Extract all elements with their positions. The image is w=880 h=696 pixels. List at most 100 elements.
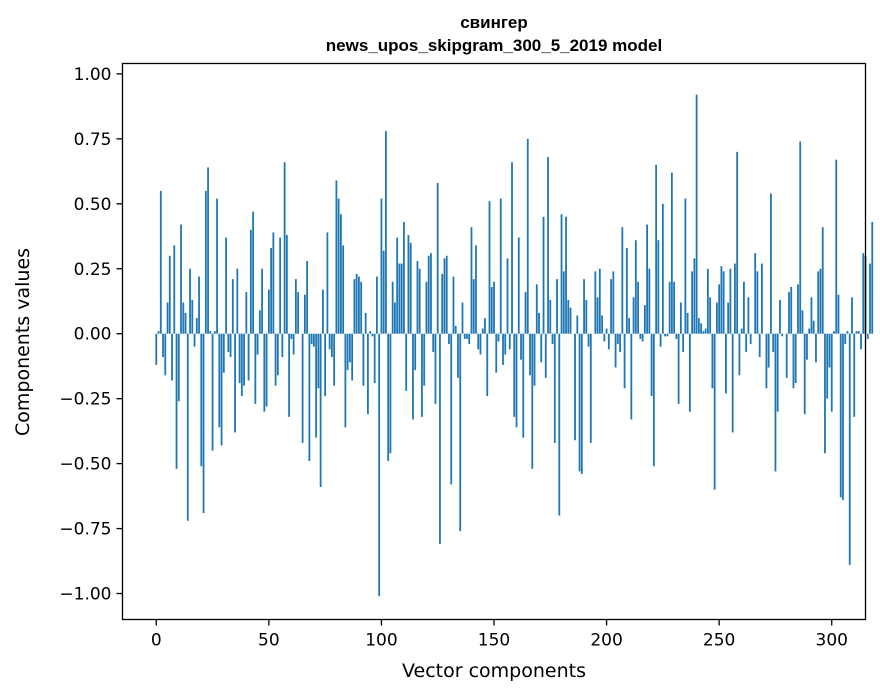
bar-component-216	[641, 333, 644, 342]
bar-component-59	[288, 333, 291, 417]
bar-component-127	[441, 273, 444, 334]
bar-component-176	[551, 333, 554, 345]
bar-component-268	[758, 333, 761, 358]
bar-component-165	[526, 138, 529, 334]
bar-component-73	[319, 333, 322, 487]
x-axis-ticks: 0 50 100 150 200 250 300	[151, 619, 848, 651]
bar-component-50	[267, 289, 270, 334]
bar-component-78	[330, 333, 333, 358]
bar-component-100	[380, 198, 383, 334]
bar-component-31	[225, 237, 227, 334]
bar-component-222	[655, 164, 658, 334]
bar-component-202	[610, 279, 612, 334]
bar-component-67	[306, 260, 309, 334]
bar-component-275	[774, 333, 777, 472]
bar-component-304	[839, 333, 842, 498]
bar-component-47	[261, 268, 263, 334]
bar-component-254	[727, 302, 730, 334]
bar-component-105	[391, 281, 394, 334]
bar-component-28	[218, 333, 221, 428]
y-tick-label: −1.00	[59, 585, 111, 605]
bar-component-6	[168, 255, 171, 334]
bar-component-20	[200, 333, 203, 467]
bar-component-87	[351, 333, 354, 381]
bar-component-209	[625, 247, 628, 334]
bar-component-217	[643, 305, 646, 334]
bar-component-189	[580, 333, 583, 475]
bar-component-158	[511, 162, 513, 334]
bar-component-69	[310, 333, 313, 345]
bar-component-132	[452, 276, 455, 334]
bar-component-314	[862, 253, 865, 334]
bar-component-19	[198, 276, 200, 334]
y-tick-label: 0.75	[74, 130, 112, 150]
bar-component-280	[785, 333, 788, 378]
bar-component-0	[155, 333, 158, 365]
bar-component-148	[488, 201, 491, 334]
y-tick-label: 0.50	[74, 195, 112, 215]
bar-component-208	[623, 333, 626, 389]
bar-component-264	[749, 333, 752, 345]
bar-component-211	[630, 333, 633, 420]
bar-component-33	[229, 333, 232, 358]
bar-component-191	[585, 299, 588, 334]
bar-component-83	[342, 245, 345, 334]
bar-component-81	[337, 198, 340, 334]
x-tick-label: 200	[590, 631, 622, 651]
bar-component-296	[821, 227, 824, 334]
y-axis-label: Components values	[12, 248, 34, 436]
bar-component-167	[531, 333, 534, 469]
bar-component-263	[747, 297, 750, 334]
bar-component-77	[328, 333, 331, 350]
bar-component-135	[459, 333, 462, 532]
bar-component-9	[175, 333, 178, 469]
bar-component-107	[396, 237, 399, 334]
bar-component-215	[639, 333, 642, 339]
bar-component-162	[520, 333, 522, 360]
bar-component-117	[418, 268, 421, 334]
x-tick-label: 250	[703, 631, 735, 651]
bar-component-262	[745, 333, 748, 352]
bar-component-12	[182, 302, 185, 334]
bar-component-111	[405, 333, 408, 391]
bar-component-224	[659, 333, 662, 347]
bar-component-236	[686, 312, 689, 334]
y-tick-label: −0.25	[59, 390, 111, 410]
bar-component-269	[761, 263, 763, 334]
bar-component-247	[711, 333, 714, 389]
bar-component-120	[425, 281, 428, 334]
x-tick-label: 50	[258, 631, 280, 651]
bar-component-7	[171, 333, 173, 381]
bar-component-89	[355, 273, 358, 334]
bar-component-2	[159, 190, 162, 334]
bar-component-126	[439, 333, 441, 545]
bar-component-281	[788, 292, 790, 334]
bar-component-5	[166, 302, 169, 334]
bar-component-298	[826, 333, 829, 399]
bar-component-168	[533, 333, 536, 386]
bar-component-274	[772, 333, 775, 352]
bar-component-317	[869, 263, 871, 334]
bar-component-232	[677, 333, 680, 404]
bar-component-123	[432, 333, 435, 352]
bar-component-192	[587, 333, 590, 347]
bar-component-54	[276, 333, 279, 376]
bar-component-22	[204, 190, 207, 334]
bar-component-133	[454, 325, 457, 334]
bar-component-174	[547, 157, 549, 334]
bar-component-283	[792, 333, 795, 389]
bar-component-37	[238, 333, 241, 384]
bar-component-115	[414, 333, 417, 371]
bar-component-259	[738, 333, 741, 376]
bar-component-68	[308, 333, 311, 462]
bar-component-55	[279, 237, 282, 334]
bar-component-21	[202, 333, 205, 513]
bar-component-233	[679, 302, 682, 334]
bar-component-210	[628, 318, 630, 334]
bar-component-155	[504, 333, 507, 355]
bar-component-302	[835, 159, 838, 334]
bar-component-271	[765, 333, 768, 389]
bar-component-136	[461, 302, 464, 334]
bar-component-156	[506, 258, 509, 334]
bar-component-311	[855, 331, 858, 334]
